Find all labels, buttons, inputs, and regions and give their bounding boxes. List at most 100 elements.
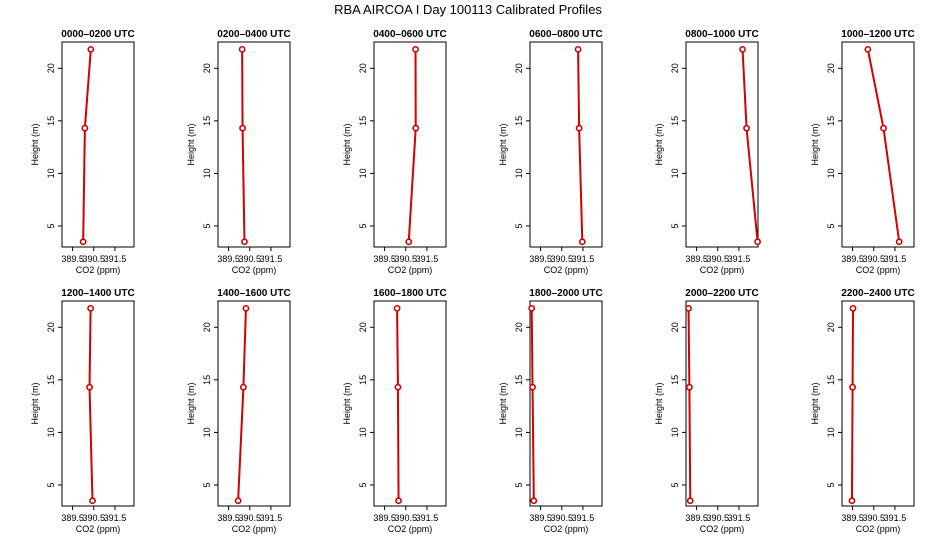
y-tick-label: 5 bbox=[202, 223, 212, 228]
profile-line bbox=[530, 308, 535, 501]
data-point bbox=[864, 45, 872, 53]
profile-line bbox=[866, 49, 901, 242]
x-axis-label: CO2 (ppm) bbox=[388, 265, 433, 275]
y-tick-label: 10 bbox=[202, 427, 212, 437]
y-tick-label: 10 bbox=[826, 168, 836, 178]
data-point bbox=[848, 497, 856, 505]
profile-line bbox=[687, 308, 692, 501]
panel-title: 0000–0200 UTC bbox=[61, 29, 134, 40]
y-axis-label: Height (m) bbox=[498, 382, 508, 424]
y-tick-label: 15 bbox=[202, 375, 212, 385]
data-point bbox=[880, 124, 887, 132]
x-tick-label: 391.5 bbox=[104, 254, 127, 264]
x-tick-label: 390.5 bbox=[862, 513, 885, 523]
data-point bbox=[239, 124, 246, 132]
data-point bbox=[530, 497, 538, 505]
y-tick-label: 5 bbox=[358, 223, 368, 228]
data-point bbox=[241, 238, 248, 246]
x-axis-label: CO2 (ppm) bbox=[856, 265, 901, 275]
y-tick-label: 5 bbox=[46, 223, 56, 228]
panel-title: 1400–1600 UTC bbox=[217, 288, 290, 299]
y-tick-label: 10 bbox=[358, 427, 368, 437]
y-axis-label: Height (m) bbox=[342, 382, 352, 424]
x-tick-label: 389.5 bbox=[841, 513, 864, 523]
data-point bbox=[89, 497, 96, 505]
y-tick-label: 5 bbox=[358, 482, 368, 487]
data-point bbox=[86, 383, 93, 391]
y-tick-label: 15 bbox=[514, 116, 524, 126]
data-point bbox=[242, 304, 250, 312]
data-point bbox=[412, 45, 419, 53]
panel-title: 0800–1000 UTC bbox=[685, 29, 758, 40]
data-point bbox=[685, 383, 693, 391]
x-tick-label: 390.5 bbox=[238, 254, 261, 264]
x-tick-label: 391.5 bbox=[260, 513, 283, 523]
data-point bbox=[394, 383, 402, 391]
data-point bbox=[234, 497, 242, 505]
x-tick-label: 391.5 bbox=[104, 513, 127, 523]
x-tick-label: 391.5 bbox=[416, 513, 439, 523]
data-point bbox=[739, 45, 746, 53]
x-tick-label: 391.5 bbox=[416, 254, 439, 264]
plot-frame bbox=[841, 41, 915, 248]
panel-title: 1600–1800 UTC bbox=[373, 288, 446, 299]
y-tick-label: 15 bbox=[826, 116, 836, 126]
y-tick-label: 20 bbox=[358, 322, 368, 332]
x-tick-label: 390.5 bbox=[394, 254, 417, 264]
panel-title: 2200–2400 UTC bbox=[841, 288, 914, 299]
data-point bbox=[412, 124, 420, 132]
data-point bbox=[849, 383, 856, 391]
x-axis-label: CO2 (ppm) bbox=[700, 265, 745, 275]
panel-title: 1800–2000 UTC bbox=[529, 288, 602, 299]
profile-line bbox=[396, 308, 400, 501]
plot-frame bbox=[685, 300, 759, 507]
x-tick-label: 389.5 bbox=[373, 513, 396, 523]
y-axis-label: Height (m) bbox=[810, 123, 820, 165]
y-axis-label: Height (m) bbox=[342, 123, 352, 165]
y-tick-label: 20 bbox=[46, 322, 56, 332]
y-axis-label: Height (m) bbox=[186, 382, 196, 424]
figure-title: RBA AIRCOA I Day 100113 Calibrated Profi… bbox=[334, 2, 602, 17]
y-tick-label: 20 bbox=[826, 63, 836, 73]
plot-frame bbox=[529, 41, 603, 248]
x-axis-label: CO2 (ppm) bbox=[856, 524, 901, 534]
y-tick-label: 15 bbox=[514, 375, 524, 385]
data-point bbox=[754, 238, 761, 246]
y-axis-label: Height (m) bbox=[654, 382, 664, 424]
y-tick-label: 5 bbox=[670, 482, 680, 487]
x-axis-label: CO2 (ppm) bbox=[544, 265, 589, 275]
y-tick-label: 5 bbox=[46, 482, 56, 487]
y-tick-label: 10 bbox=[514, 427, 524, 437]
x-tick-label: 389.5 bbox=[217, 254, 240, 264]
y-tick-label: 20 bbox=[670, 322, 680, 332]
x-tick-label: 390.5 bbox=[82, 254, 105, 264]
y-tick-label: 10 bbox=[202, 168, 212, 178]
x-axis-label: CO2 (ppm) bbox=[76, 265, 121, 275]
y-tick-label: 10 bbox=[514, 168, 524, 178]
y-tick-label: 10 bbox=[46, 168, 56, 178]
data-point bbox=[529, 383, 536, 391]
y-tick-label: 20 bbox=[670, 63, 680, 73]
data-point bbox=[393, 304, 401, 312]
data-point bbox=[79, 238, 87, 246]
y-tick-label: 5 bbox=[514, 223, 524, 228]
x-tick-label: 391.5 bbox=[572, 513, 595, 523]
y-tick-label: 20 bbox=[202, 322, 212, 332]
y-tick-label: 10 bbox=[358, 168, 368, 178]
x-axis-label: CO2 (ppm) bbox=[544, 524, 589, 534]
y-axis-label: Height (m) bbox=[30, 382, 40, 424]
profile-line bbox=[850, 308, 855, 501]
plot-frame bbox=[217, 41, 291, 248]
y-tick-label: 20 bbox=[826, 322, 836, 332]
x-tick-label: 391.5 bbox=[884, 254, 907, 264]
plot-frame bbox=[529, 300, 603, 507]
x-tick-label: 389.5 bbox=[373, 254, 396, 264]
profile-line bbox=[577, 49, 584, 242]
data-point bbox=[895, 238, 903, 246]
panel-title: 1000–1200 UTC bbox=[841, 29, 914, 40]
